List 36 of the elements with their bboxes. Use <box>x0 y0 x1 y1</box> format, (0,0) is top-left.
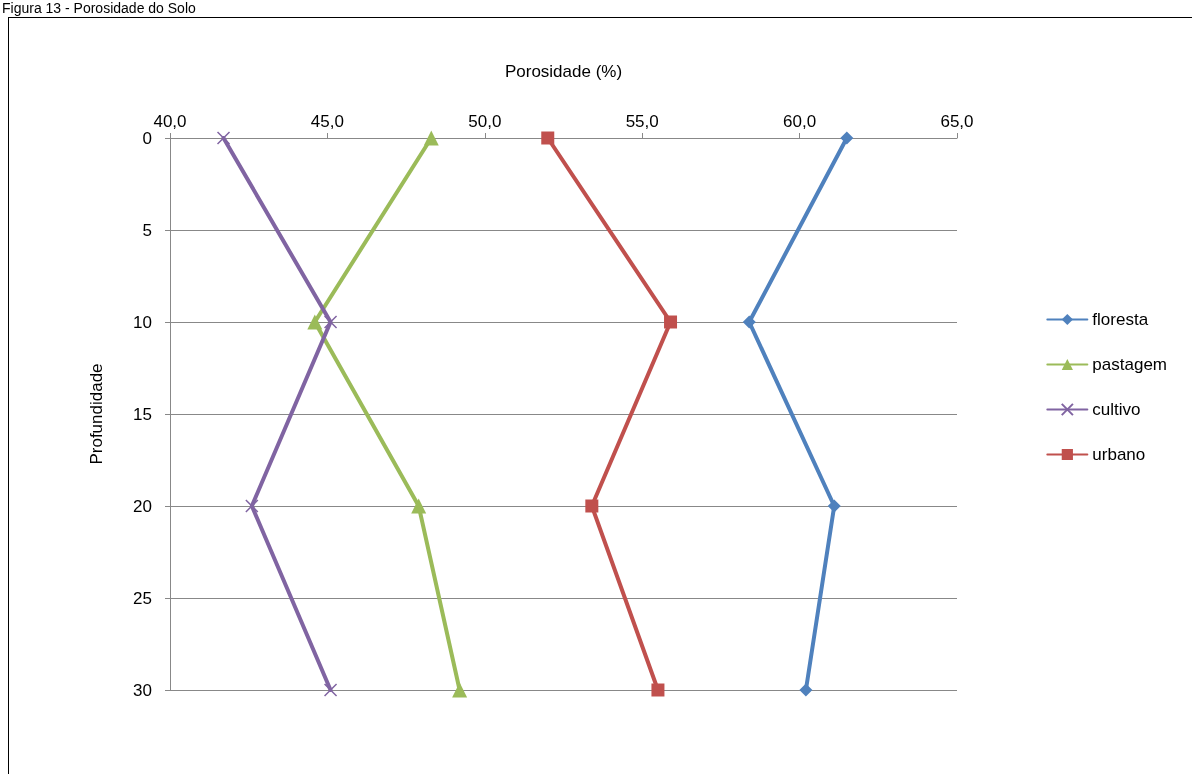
point <box>452 682 468 698</box>
legend-label: pastagem <box>1092 355 1168 374</box>
point <box>840 131 854 145</box>
x-axis-title: Porosidade (%) <box>504 62 623 81</box>
point <box>411 498 427 514</box>
x-tick-label: 60,0 <box>783 112 817 131</box>
y-tick-label: 30 <box>133 680 152 700</box>
point <box>323 315 338 329</box>
point <box>651 683 665 697</box>
x-tick-label: 45,0 <box>310 112 344 131</box>
point <box>423 130 439 146</box>
chart-title: Figura 13 - Porosidade do Solo <box>2 0 196 16</box>
point <box>742 315 756 329</box>
point <box>307 314 323 330</box>
y-tick-label: 5 <box>142 220 152 240</box>
y-tick-label: 10 <box>133 312 152 332</box>
x-tick-label: 40,0 <box>153 112 187 131</box>
legend-label: cultivo <box>1092 400 1141 419</box>
y-tick-label: 20 <box>133 496 152 516</box>
legend-label: urbano <box>1092 445 1146 464</box>
point <box>541 131 555 145</box>
point <box>799 683 813 697</box>
y-tick-label: 25 <box>133 588 152 608</box>
point <box>664 315 678 329</box>
point <box>245 499 259 513</box>
x-tick-label: 55,0 <box>625 112 659 131</box>
y-tick-label: 0 <box>142 128 152 148</box>
legend-label: floresta <box>1092 310 1149 329</box>
x-tick-label: 50,0 <box>468 112 502 131</box>
point <box>216 131 231 145</box>
point <box>323 683 338 697</box>
y-axis-title: Profundidade <box>87 363 106 465</box>
point <box>585 499 599 513</box>
y-tick-label: 15 <box>133 404 152 424</box>
point <box>827 499 841 513</box>
x-tick-label: 65,0 <box>940 112 974 131</box>
